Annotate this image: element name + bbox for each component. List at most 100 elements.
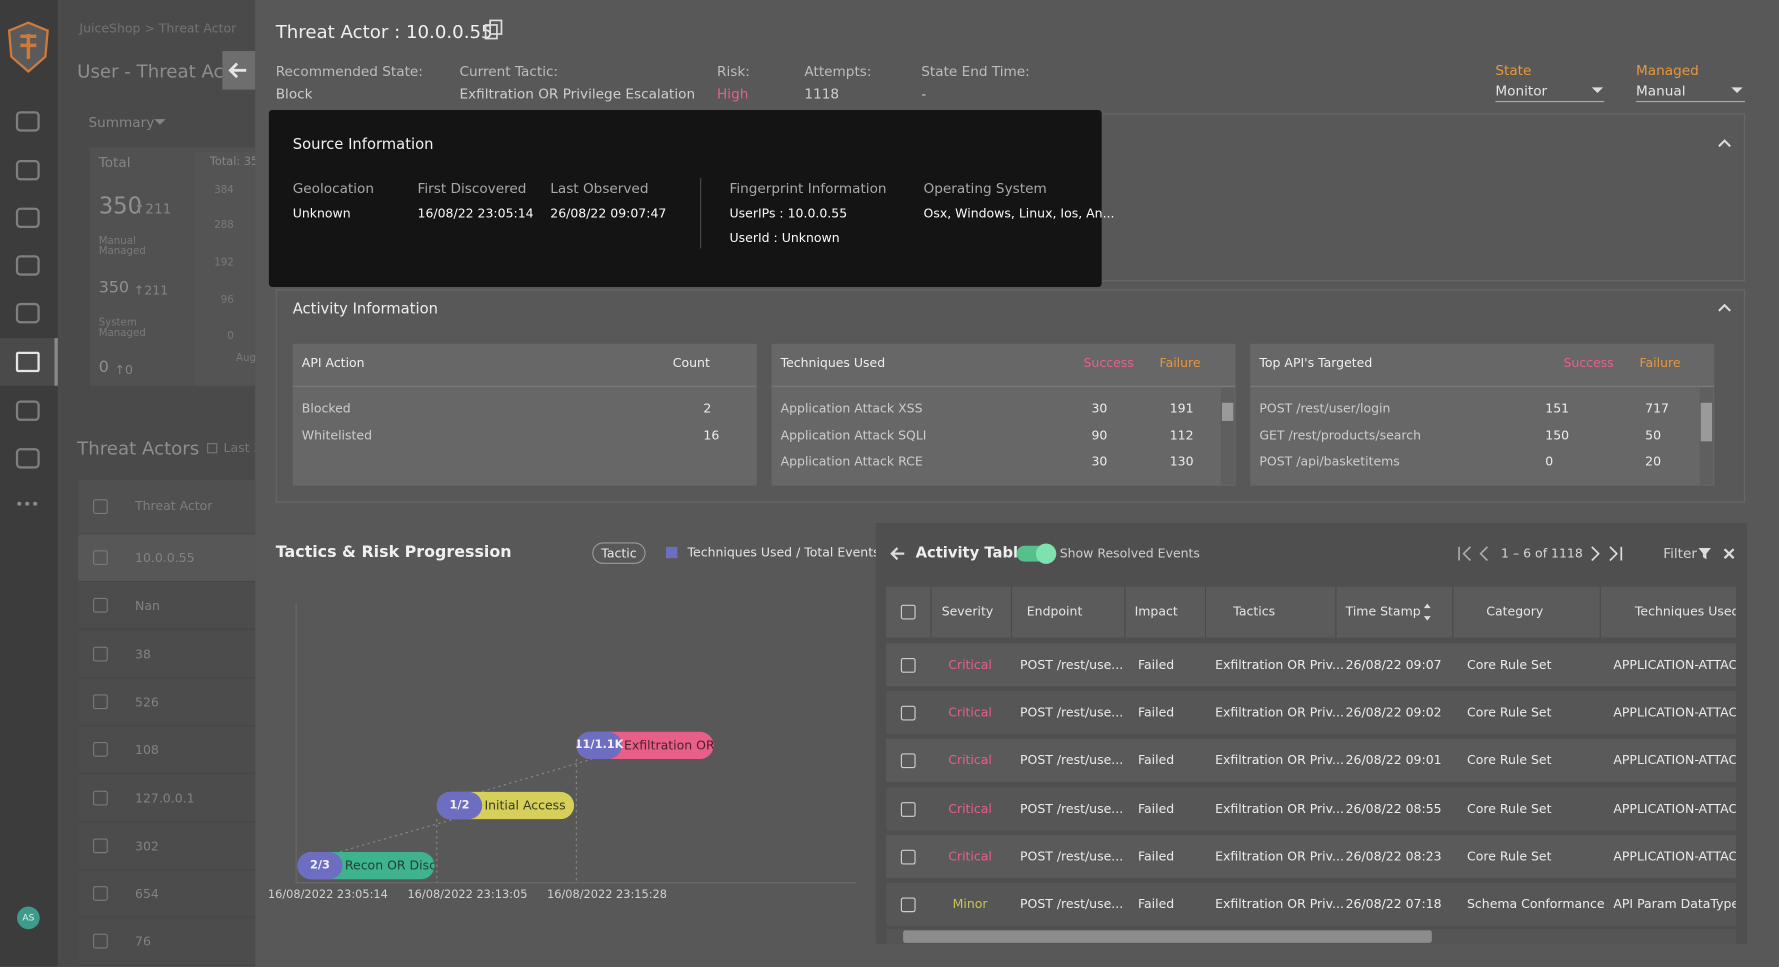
table-row[interactable] <box>78 774 256 822</box>
table-row[interactable] <box>78 918 256 966</box>
column-header: Tactics <box>1233 604 1276 619</box>
column-header: Success <box>1563 355 1614 371</box>
cell: 26/08/22 09:01 <box>1345 753 1442 768</box>
checkbox[interactable] <box>900 801 916 817</box>
badge-label: 1/2 <box>449 799 470 812</box>
field-label: State End Time: <box>921 63 1030 80</box>
tactic-node[interactable]: 11/1.1K Exfiltration OR <box>576 731 714 760</box>
column-header: Threat Actor <box>135 498 213 514</box>
checkbox[interactable] <box>93 550 108 566</box>
checkbox[interactable] <box>900 849 916 865</box>
cell: 90 <box>1091 427 1108 443</box>
cell: Failed <box>1137 657 1175 673</box>
checkbox[interactable] <box>93 598 108 614</box>
table-row[interactable] <box>886 739 1736 783</box>
checkbox[interactable] <box>93 646 108 661</box>
divider <box>292 385 757 387</box>
table-row[interactable] <box>886 786 1736 831</box>
table-row[interactable] <box>78 534 256 583</box>
chart-title: Total: 35 <box>209 156 259 169</box>
column-header: Severity <box>941 604 994 619</box>
info-value: Osx, Windows, Linux, Ios, An... <box>923 205 1115 221</box>
scrollbar-thumb[interactable] <box>903 930 1432 943</box>
tactic-node[interactable]: 2/3 Recon OR Disc <box>297 852 435 880</box>
cell: APPLICATION-ATTACK <box>1613 848 1736 864</box>
column-separator <box>1204 586 1207 638</box>
field-label: Recommended State: <box>275 63 423 80</box>
actor-ip: Nan <box>135 598 160 614</box>
avatar[interactable]: AS <box>17 906 40 930</box>
checkbox[interactable] <box>93 499 108 514</box>
filter-button[interactable]: Filter <box>1663 545 1697 562</box>
cell: 26/08/22 09:02 <box>1345 705 1442 721</box>
checkbox[interactable] <box>93 694 108 709</box>
checkbox[interactable] <box>900 705 916 721</box>
y-tick-label: 192 <box>214 257 234 269</box>
source-info-popover <box>268 110 1102 288</box>
checkbox[interactable] <box>93 790 108 805</box>
checkbox[interactable] <box>93 886 108 901</box>
sidebar <box>0 0 58 967</box>
checkbox[interactable] <box>900 604 916 620</box>
info-label: Last Observed <box>550 180 649 197</box>
column-header: Top API's Targeted <box>1259 355 1373 371</box>
table-row[interactable] <box>78 582 256 631</box>
actor-ip: 302 <box>135 838 159 854</box>
table-row[interactable] <box>886 643 1736 687</box>
tactic-node[interactable]: 1/2 Initial Access <box>436 791 575 820</box>
column-header[interactable]: Time Stamp <box>1345 604 1421 619</box>
cell: Application Attack SQLI <box>780 427 927 443</box>
actor-ip: 38 <box>135 646 151 662</box>
column-separator <box>1335 586 1337 638</box>
field-value: 1118 <box>804 86 840 103</box>
cell: 16 <box>703 427 720 443</box>
filter-chip[interactable]: Tactic <box>592 542 646 564</box>
cell: Exfiltration OR Priv... <box>1215 848 1344 864</box>
scrollbar-thumb[interactable] <box>1700 402 1713 442</box>
dropdown-underline <box>1495 100 1605 103</box>
column-header: Techniques Used <box>1634 604 1736 619</box>
table-row[interactable] <box>78 822 256 870</box>
cell: POST /rest/use... <box>1019 848 1124 864</box>
checkbox[interactable] <box>900 753 916 769</box>
cell: Application Attack XSS <box>780 401 923 416</box>
sidebar-active-item[interactable] <box>0 338 58 386</box>
cell: APPLICATION-ATTACK <box>1613 801 1736 816</box>
drawer-title: Threat Actor : 10.0.0.55 <box>275 20 493 43</box>
cell: 26/08/22 07:18 <box>1345 896 1442 912</box>
info-value: Unknown <box>292 205 351 221</box>
checkbox[interactable] <box>93 934 108 949</box>
cell: API Param DataType M <box>1613 896 1736 912</box>
scrollbar-thumb[interactable] <box>1221 402 1234 421</box>
cell: Core Rule Set <box>1466 657 1552 673</box>
column-header: Endpoint <box>1026 604 1083 619</box>
dropdown-value[interactable]: Manual <box>1636 82 1686 99</box>
table-row[interactable] <box>78 630 256 679</box>
dropdown-underline <box>1636 100 1745 103</box>
divider <box>700 178 702 249</box>
back-button[interactable] <box>222 51 256 90</box>
section-title: Threat Actors <box>77 437 200 459</box>
table-row[interactable] <box>886 834 1736 878</box>
metric: 350 <box>98 279 130 298</box>
cell: 112 <box>1169 427 1194 443</box>
summary-dropdown[interactable]: Summary <box>88 114 155 131</box>
checkbox[interactable] <box>900 658 916 673</box>
checkbox[interactable] <box>93 742 108 757</box>
table-row[interactable] <box>886 882 1736 926</box>
table-row[interactable] <box>78 726 256 774</box>
x-tick-label: Aug <box>235 352 256 365</box>
table-row[interactable] <box>78 870 256 918</box>
dropdown-value[interactable]: Monitor <box>1495 82 1548 99</box>
table-row[interactable] <box>78 678 256 727</box>
cell: Exfiltration OR Priv... <box>1215 657 1344 673</box>
node-label: Exfiltration OR <box>624 738 714 753</box>
checkbox[interactable] <box>93 838 108 853</box>
table-row[interactable] <box>886 691 1736 735</box>
date-range[interactable]: Last 3 <box>223 440 262 456</box>
column-header: API Action <box>301 355 365 371</box>
checkbox[interactable] <box>900 897 916 913</box>
divider <box>771 385 1236 387</box>
cell: 130 <box>1169 454 1194 470</box>
